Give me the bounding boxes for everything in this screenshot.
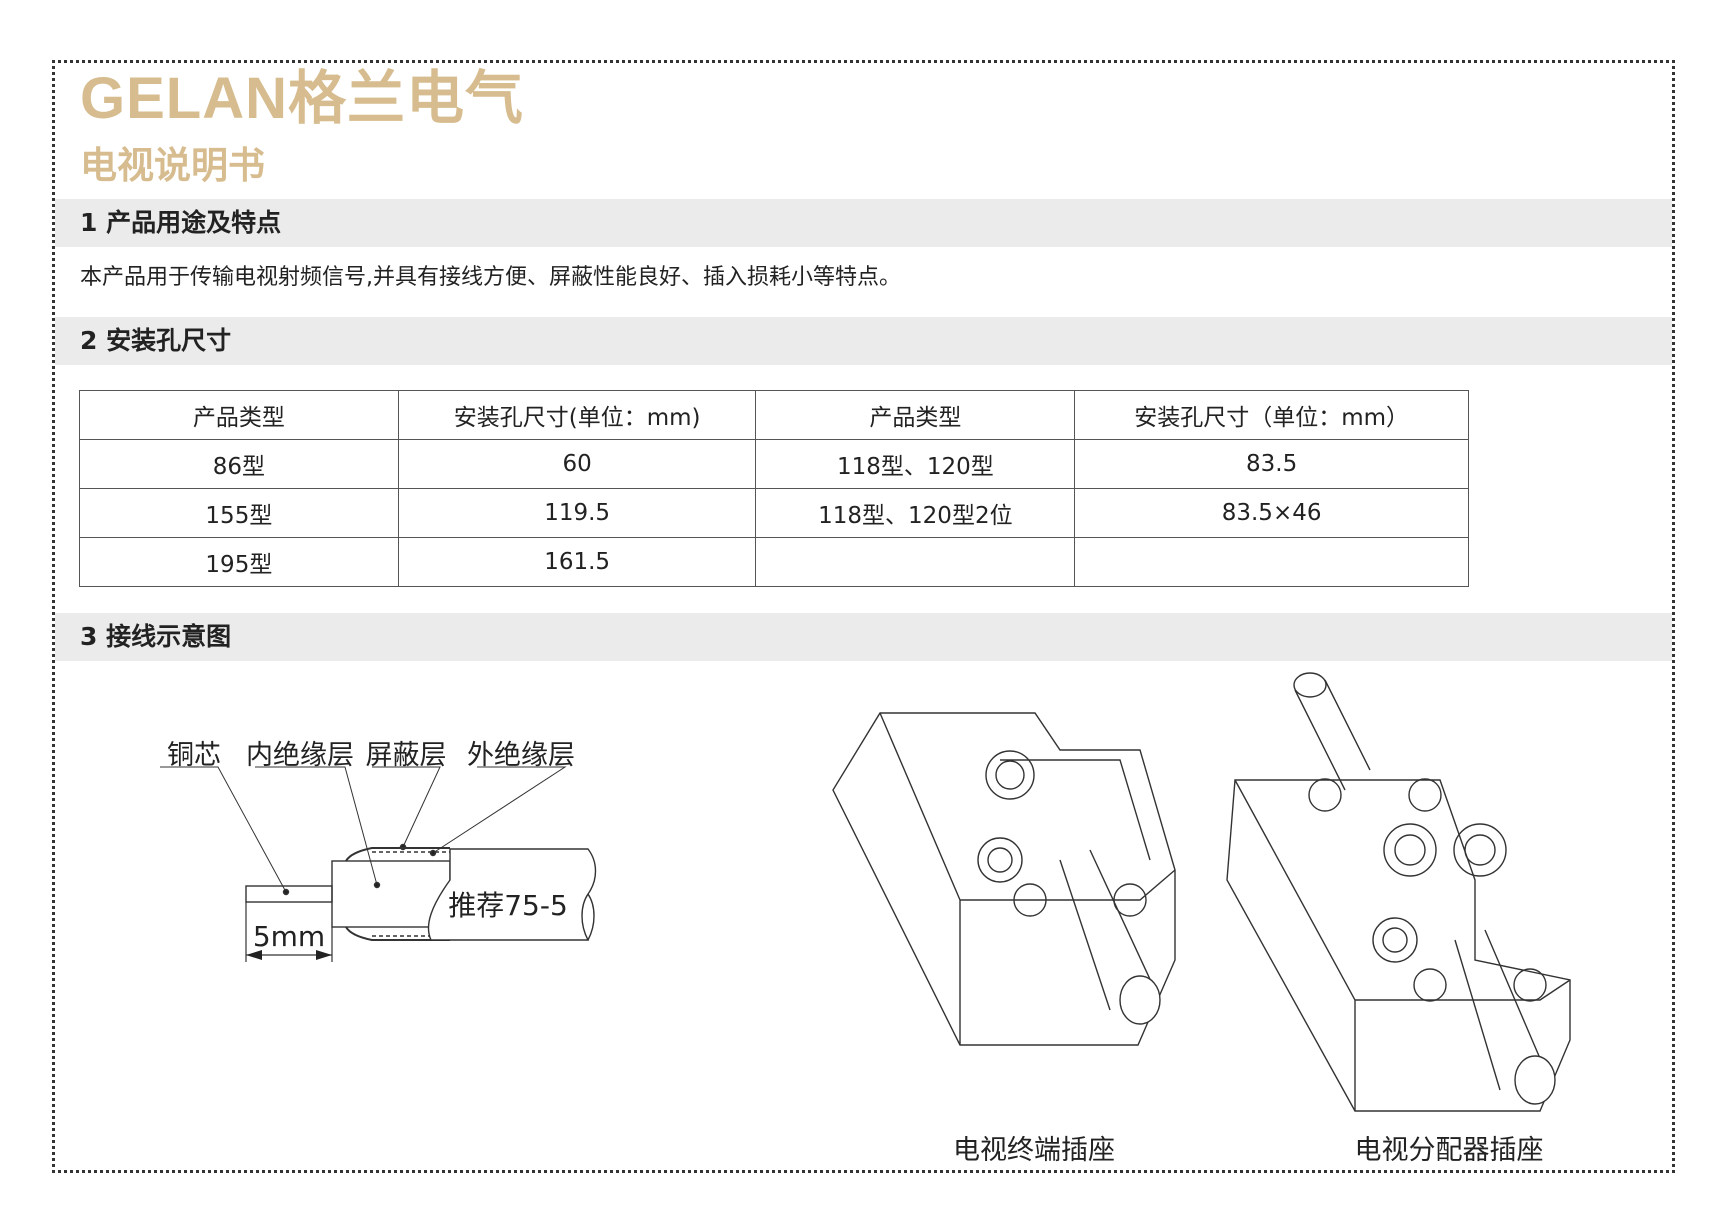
table-cell [1074,537,1469,587]
mounting-hole-table: 产品类型 安装孔尺寸(单位：mm) 产品类型 安装孔尺寸（单位：mm） 86型 … [79,390,1469,587]
label-shield: 屏蔽层 [366,740,447,771]
table-cell [755,537,1076,587]
section-heading: 3 接线示意图 [80,622,232,651]
document-title: 电视说明书 [80,144,265,187]
table-row: 195型 161.5 [79,537,1469,587]
section-heading: 1 产品用途及特点 [80,208,282,237]
column-header: 安装孔尺寸（单位：mm） [1074,390,1469,440]
table-cell: 118型、120型 [755,439,1076,489]
dotted-border [52,60,1675,1173]
caption-splitter-socket: 电视分配器插座 [1354,1135,1544,1166]
label-inner-insulation: 内绝缘层 [246,740,354,771]
section-header-1: 1 产品用途及特点 [55,199,1672,247]
table-cell: 86型 [79,439,399,489]
table-cell: 119.5 [397,488,757,538]
table-cell: 155型 [79,488,399,538]
section-heading: 2 安装孔尺寸 [80,326,232,355]
label-outer-insulation: 外绝缘层 [467,740,575,771]
caption-terminal-socket: 电视终端插座 [953,1135,1115,1166]
brand-logo: GELAN格兰电气 [80,66,525,131]
table-cell: 118型、120型2位 [755,488,1076,538]
table-cell: 161.5 [397,537,757,587]
recommended-cable: 推荐75-5 [448,889,568,922]
table-cell: 83.5×46 [1074,488,1469,538]
tv-splitter-socket-drawing [1226,672,1571,1112]
table-cell: 195型 [79,537,399,587]
label-copper-core: 铜芯 [167,740,221,771]
tv-terminal-socket-drawing [832,712,1176,1046]
section-1-text: 本产品用于传输电视射频信号,并具有接线方便、屏蔽性能良好、插入损耗小等特点。 [80,265,901,290]
outer-jacket [427,848,597,941]
table-row: 155型 119.5 118型、120型2位 83.5×46 [79,488,1469,538]
cable-diagram: 铜芯 内绝缘层 屏蔽层 外绝缘层 推荐75-5 5mm [160,740,597,962]
strip-length: 5mm [253,920,325,953]
section-header-2: 2 安装孔尺寸 [55,317,1672,365]
copper-core [245,885,333,903]
section-header-3: 3 接线示意图 [55,613,1672,661]
